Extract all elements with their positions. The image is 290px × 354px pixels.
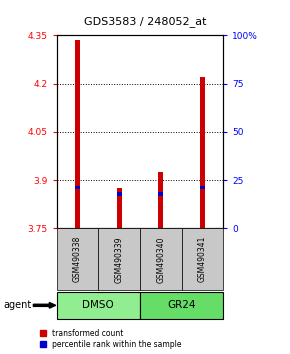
- Bar: [182, 228, 223, 290]
- Text: DMSO: DMSO: [82, 300, 114, 310]
- Text: GSM490341: GSM490341: [198, 236, 207, 282]
- Bar: [200, 185, 205, 189]
- Legend: transformed count, percentile rank within the sample: transformed count, percentile rank withi…: [39, 327, 183, 350]
- Bar: [158, 172, 163, 228]
- Text: GDS3583 / 248052_at: GDS3583 / 248052_at: [84, 16, 206, 27]
- Bar: [117, 192, 122, 195]
- Text: agent: agent: [3, 300, 31, 310]
- Bar: [140, 228, 182, 290]
- Bar: [158, 192, 163, 195]
- Text: GSM490338: GSM490338: [73, 236, 82, 282]
- Text: GR24: GR24: [167, 300, 196, 310]
- Bar: [117, 188, 122, 228]
- Bar: [200, 77, 205, 228]
- Bar: [98, 228, 140, 290]
- Bar: [140, 292, 223, 319]
- Bar: [57, 228, 98, 290]
- Text: GSM490340: GSM490340: [156, 236, 165, 282]
- Bar: [57, 292, 140, 319]
- Text: GSM490339: GSM490339: [115, 236, 124, 282]
- Bar: [75, 40, 80, 228]
- Bar: [75, 185, 80, 189]
